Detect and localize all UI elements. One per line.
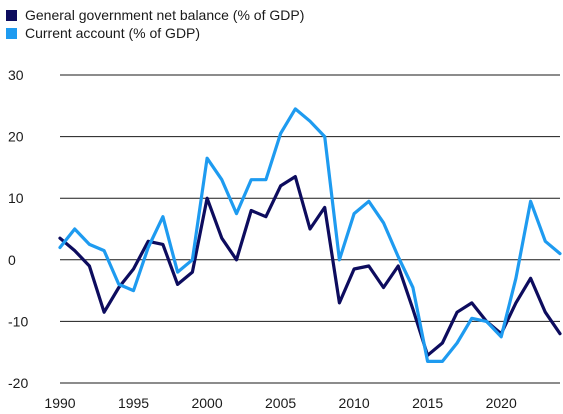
series-line-government-balance	[58, 175, 562, 357]
legend-label-current-account: Current account (% of GDP)	[25, 25, 201, 41]
series-line-current-account	[58, 107, 562, 363]
y-axis: 30 20 10 0 -10 -20	[8, 67, 28, 391]
legend-swatch-government-balance	[6, 9, 17, 21]
legend-label-government-balance: General government net balance (% of GDP…	[25, 7, 305, 23]
x-tick-label: 1995	[118, 395, 149, 411]
legend-item-current-account: Current account (% of GDP)	[6, 24, 304, 42]
x-tick-label: 2005	[265, 395, 296, 411]
y-tick-label: 10	[8, 190, 24, 206]
y-tick-label: 30	[8, 67, 24, 83]
legend: General government net balance (% of GDP…	[6, 6, 304, 42]
y-tick-label: 0	[8, 252, 16, 268]
x-tick-label: 2000	[191, 395, 222, 411]
y-tick-label: -10	[8, 313, 28, 329]
x-tick-label: 1990	[44, 395, 75, 411]
x-tick-label: 2015	[412, 395, 443, 411]
series-lines	[58, 107, 562, 363]
y-tick-label: -20	[8, 375, 28, 391]
x-tick-label: 2010	[339, 395, 370, 411]
legend-swatch-current-account	[6, 27, 17, 39]
x-axis: 1990 1995 2000 2005 2010 2015 2020	[44, 395, 517, 411]
gridlines	[60, 74, 560, 384]
x-tick-label: 2020	[486, 395, 517, 411]
legend-item-government-balance: General government net balance (% of GDP…	[6, 6, 304, 24]
y-tick-label: 20	[8, 129, 24, 145]
